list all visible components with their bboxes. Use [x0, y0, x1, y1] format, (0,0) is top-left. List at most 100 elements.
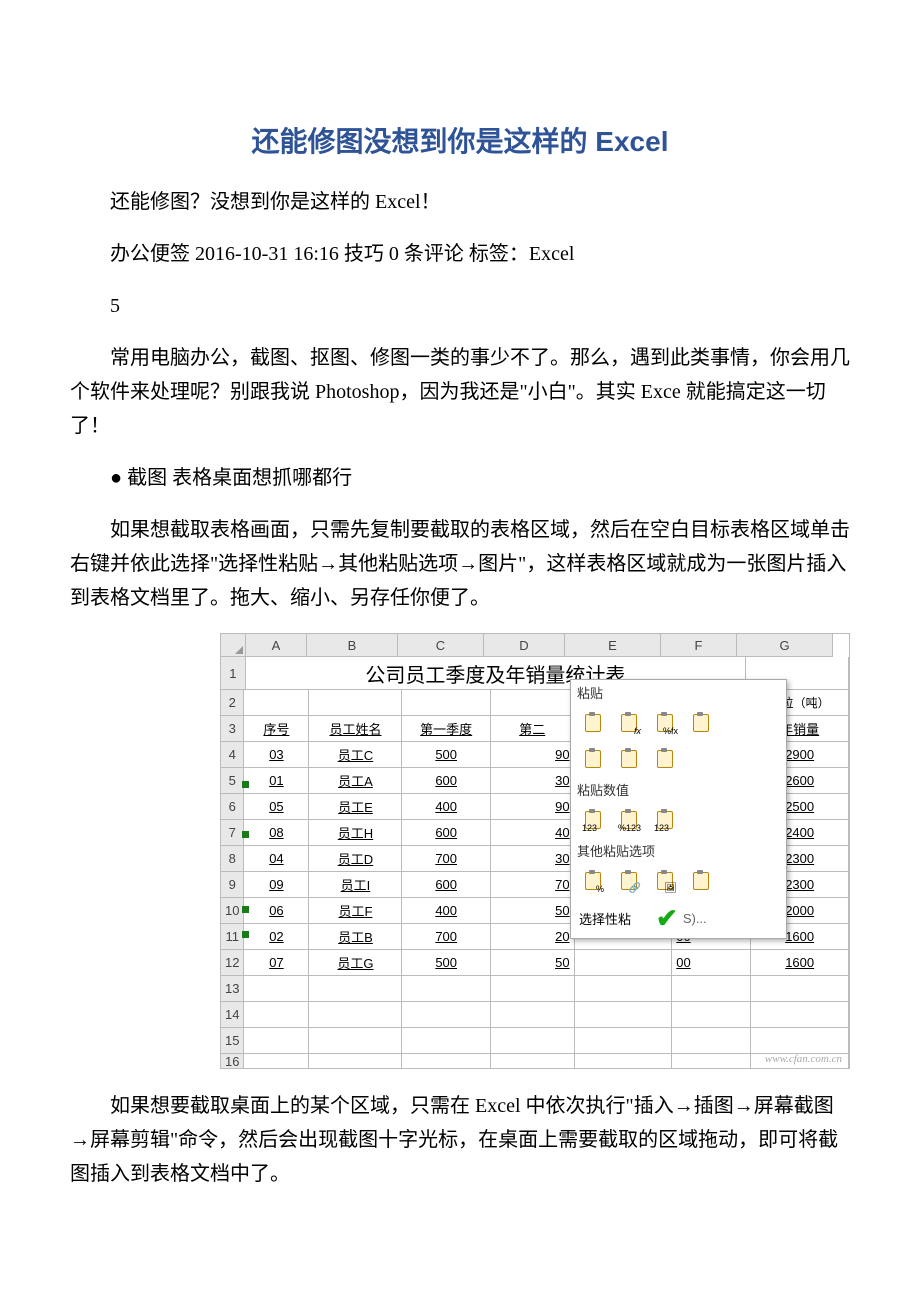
table-cell: [491, 976, 575, 1002]
table-cell: 02: [244, 924, 309, 950]
paste-format-icon[interactable]: %: [579, 867, 607, 895]
paste-special-label: 选择性粘: [579, 909, 631, 928]
table-cell: [575, 1054, 673, 1068]
paste-formula-icon[interactable]: fx: [615, 709, 643, 737]
table-cell: 30: [491, 768, 575, 794]
col-header-D[interactable]: D: [484, 634, 565, 657]
table-cell: 员工H: [309, 820, 402, 846]
paste-width-icon[interactable]: [615, 745, 643, 773]
row-header-2[interactable]: 2: [221, 690, 244, 716]
table-cell: [491, 1002, 575, 1028]
select-all-corner[interactable]: [221, 634, 246, 657]
table-cell: 400: [402, 898, 490, 924]
row-header-16[interactable]: 16: [221, 1054, 244, 1068]
table-cell: 600: [402, 872, 490, 898]
table-cell: [575, 1028, 673, 1054]
paste-value-format-icon[interactable]: %123: [615, 806, 643, 834]
row-header-10[interactable]: 10: [221, 898, 244, 924]
col-header-E[interactable]: E: [565, 634, 661, 657]
row-header-15[interactable]: 15: [221, 1028, 244, 1054]
table-cell: [491, 1054, 575, 1068]
row-header-14[interactable]: 14: [221, 1002, 244, 1028]
table-cell: 600: [402, 820, 490, 846]
table-cell: 员工A: [309, 768, 402, 794]
table-cell: [575, 950, 673, 976]
table-cell: 70: [491, 872, 575, 898]
table-cell: 员工C: [309, 742, 402, 768]
table-cell: 06: [244, 898, 309, 924]
table-header: 第一季度: [402, 716, 490, 742]
table-cell: 90: [491, 742, 575, 768]
paste-linkedpic-icon[interactable]: [687, 867, 715, 895]
paste-special-row[interactable]: 选择性粘 ✔ S)...: [571, 899, 786, 938]
paste-transpose-icon[interactable]: [651, 745, 679, 773]
table-cell: 700: [402, 924, 490, 950]
paste-value-source-icon[interactable]: 123: [651, 806, 679, 834]
table-cell: 90: [491, 794, 575, 820]
row-marker-icon: [242, 906, 249, 913]
cell: [402, 690, 490, 716]
table-cell: 20: [491, 924, 575, 950]
table-cell: 30: [491, 846, 575, 872]
row-header-9[interactable]: 9: [221, 872, 244, 898]
table-cell: [575, 1002, 673, 1028]
paste-link-icon[interactable]: 🔗: [615, 867, 643, 895]
row-header-11[interactable]: 11: [221, 924, 244, 950]
col-header-G[interactable]: G: [737, 634, 833, 657]
row-header-12[interactable]: 12: [221, 950, 244, 976]
menu-section-values: 粘贴数值: [571, 777, 786, 802]
row-header-4[interactable]: 4: [221, 742, 244, 768]
row-header-13[interactable]: 13: [221, 976, 244, 1002]
paste-value-icon[interactable]: 123: [579, 806, 607, 834]
table-cell: 员工D: [309, 846, 402, 872]
row-header-1[interactable]: 1: [221, 657, 246, 690]
col-header-A[interactable]: A: [246, 634, 307, 657]
table-cell: 员工I: [309, 872, 402, 898]
table-cell: [244, 1054, 309, 1068]
table-cell: [402, 1054, 490, 1068]
paste-formula-format-icon[interactable]: %fx: [651, 709, 679, 737]
col-header-B[interactable]: B: [307, 634, 398, 657]
table-cell: 05: [244, 794, 309, 820]
paste-icon[interactable]: [579, 709, 607, 737]
col-header-C[interactable]: C: [398, 634, 484, 657]
paragraph-body1: 常用电脑办公，截图、抠图、修图一类的事少不了。那么，遇到此类事情，你会用几个软件…: [70, 341, 850, 443]
row-marker-icon: [242, 781, 249, 788]
paragraph-section: ● 截图 表格桌面想抓哪都行: [70, 461, 850, 495]
paste-keep-format-icon[interactable]: [687, 709, 715, 737]
paste-values-row: 123 %123 123: [571, 802, 786, 838]
table-cell: 00: [672, 950, 751, 976]
table-cell: [244, 1028, 309, 1054]
table-cell: [309, 1054, 402, 1068]
paragraph-body2: 如果想截取表格画面，只需先复制要截取的表格区域，然后在空白目标表格区域单击右键并…: [70, 513, 850, 615]
row-header-8[interactable]: 8: [221, 846, 244, 872]
cell: [244, 690, 309, 716]
table-cell: [672, 1054, 751, 1068]
table-cell: 08: [244, 820, 309, 846]
paste-noborder-icon[interactable]: [579, 745, 607, 773]
paste-icons-row1: fx %fx: [571, 705, 786, 741]
row-marker-icon: [242, 931, 249, 938]
table-cell: 07: [244, 950, 309, 976]
table-header: 第二: [491, 716, 575, 742]
table-cell: [491, 1028, 575, 1054]
row-header-3[interactable]: 3: [221, 716, 244, 742]
table-cell: 员工F: [309, 898, 402, 924]
row-header-7[interactable]: 7: [221, 820, 244, 846]
col-header-F[interactable]: F: [661, 634, 737, 657]
paste-picture-icon[interactable]: 🖼: [651, 867, 679, 895]
row-header-5[interactable]: 5: [221, 768, 244, 794]
checkmark-icon: ✔: [656, 903, 678, 934]
table-cell: [309, 976, 402, 1002]
table-cell: 50: [491, 950, 575, 976]
table-cell: [751, 1002, 849, 1028]
table-cell: 员工B: [309, 924, 402, 950]
paste-special-suffix: S)...: [683, 911, 707, 926]
table-cell: 员工E: [309, 794, 402, 820]
table-cell: 40: [491, 820, 575, 846]
table-cell: 03: [244, 742, 309, 768]
paste-context-menu[interactable]: 粘贴 fx %fx 粘贴数值 123 %123 123 其他粘贴选项 % 🔗 🖼…: [570, 679, 787, 939]
table-cell: 700: [402, 846, 490, 872]
document-page: 还能修图没想到你是这样的 Excel 还能修图？没想到你是这样的 Excel！ …: [0, 0, 920, 1259]
row-header-6[interactable]: 6: [221, 794, 244, 820]
